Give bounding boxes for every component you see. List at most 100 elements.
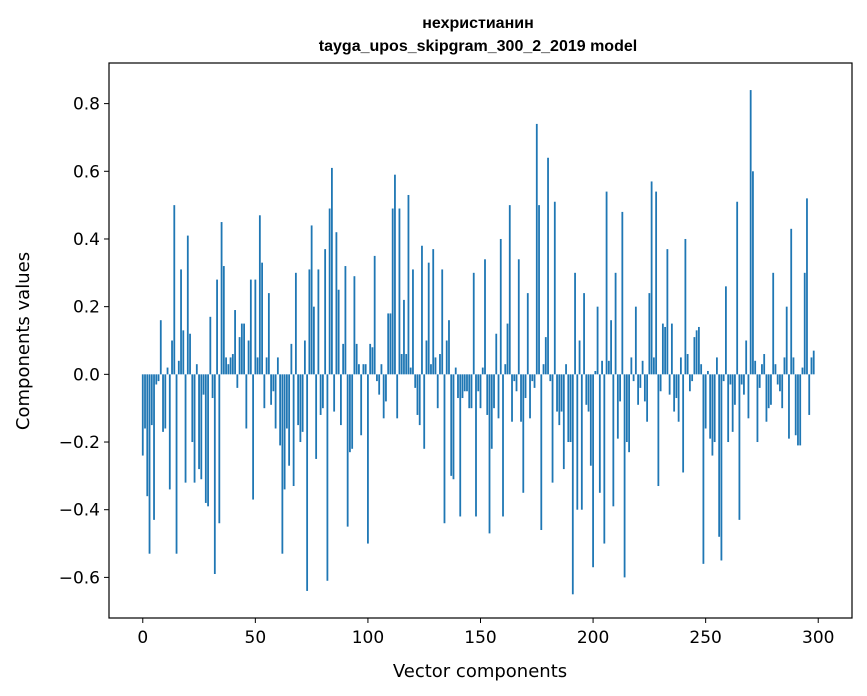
bar [607, 360, 610, 375]
bar [153, 374, 155, 520]
bar [770, 374, 772, 405]
bar [502, 374, 504, 517]
bar [425, 340, 428, 375]
bar [177, 360, 180, 375]
bar [189, 333, 191, 375]
bar [281, 374, 284, 554]
x-tick-label: 150 [464, 628, 496, 648]
y-axis-label: Components values [13, 252, 34, 430]
x-tick-label: 300 [802, 628, 834, 648]
bar [463, 374, 466, 392]
bar [571, 374, 574, 595]
bar [526, 293, 529, 375]
y-tick-label: −0.6 [59, 568, 100, 588]
bar [641, 360, 644, 375]
bar [637, 374, 640, 405]
y-tick-label: −0.2 [59, 433, 100, 453]
bar [283, 374, 286, 490]
bar [725, 286, 727, 375]
bar [294, 272, 297, 375]
bar [794, 374, 797, 436]
bar [761, 364, 763, 375]
bar [403, 299, 405, 375]
bar [249, 279, 252, 375]
bar [511, 374, 513, 422]
bar [727, 374, 730, 443]
bar [506, 323, 509, 375]
bar [308, 269, 311, 375]
bar [544, 337, 547, 375]
bar [774, 364, 777, 375]
plot-frame [108, 62, 853, 619]
bar [236, 374, 239, 388]
bar [707, 370, 709, 375]
bar [378, 374, 381, 395]
bar [693, 337, 696, 375]
bar [288, 374, 291, 466]
bar [556, 374, 558, 412]
bar [466, 374, 468, 392]
bar [186, 235, 189, 375]
bar [141, 374, 144, 456]
bar [639, 374, 642, 388]
bar [292, 374, 295, 487]
bar [614, 272, 617, 375]
bar [504, 364, 507, 375]
bar [625, 374, 628, 443]
bar [767, 374, 770, 409]
bar [547, 157, 549, 375]
bar [587, 374, 590, 412]
y-tick-label: 0.2 [73, 298, 100, 318]
x-axis-ticks: 0 50 100 150 200 250 300 [137, 618, 834, 648]
bar [585, 374, 588, 405]
bar [598, 374, 601, 493]
bar [349, 374, 351, 453]
bar [493, 374, 495, 409]
bar [168, 374, 171, 490]
bar [240, 323, 243, 375]
bar [594, 370, 597, 375]
bar [486, 374, 489, 415]
bar [331, 167, 333, 375]
bar [520, 374, 522, 422]
bar [551, 374, 554, 483]
bar [270, 374, 273, 405]
bar [184, 374, 187, 483]
y-tick-label: 0.4 [73, 230, 100, 250]
bar [567, 374, 570, 443]
x-tick-label: 250 [689, 628, 721, 648]
bar [150, 374, 153, 426]
bar [499, 238, 502, 375]
bar [398, 208, 401, 375]
bar [272, 374, 275, 392]
bar [472, 272, 475, 375]
bar [792, 357, 795, 375]
bar [355, 343, 358, 375]
bar [351, 374, 354, 449]
bar [686, 354, 689, 375]
bar [434, 357, 437, 375]
bar [634, 306, 637, 375]
y-axis-ticks: −0.6 −0.4 −0.2 0.0 0.2 0.4 0.6 0.8 [59, 95, 109, 588]
bar [385, 374, 387, 402]
bar [315, 374, 318, 459]
bar [310, 225, 313, 375]
bar [362, 364, 365, 375]
bar [535, 123, 538, 375]
bar [524, 374, 527, 399]
bar [258, 215, 261, 375]
bar [216, 279, 218, 375]
bar [565, 364, 567, 375]
bar [475, 374, 477, 517]
bar [204, 374, 207, 503]
bar [772, 272, 775, 375]
bar [688, 374, 691, 392]
bar [193, 374, 196, 483]
bar [166, 367, 169, 375]
bar [164, 374, 167, 429]
x-tick-label: 100 [352, 628, 384, 648]
bar [445, 340, 448, 375]
bar [803, 272, 806, 375]
x-tick-label: 200 [577, 628, 609, 648]
